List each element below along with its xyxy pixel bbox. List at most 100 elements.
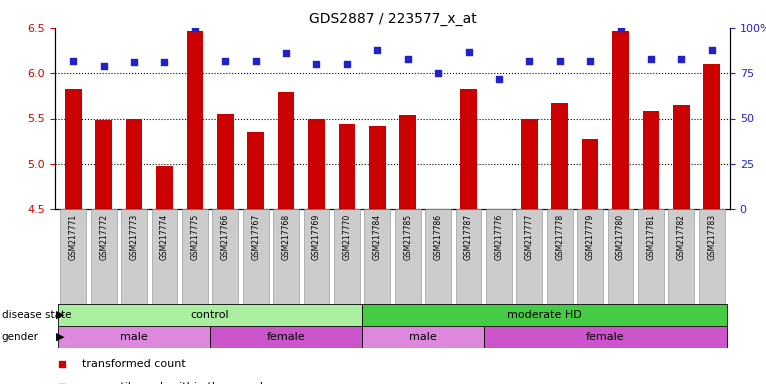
Point bbox=[432, 70, 444, 76]
Point bbox=[554, 58, 566, 64]
Point bbox=[310, 61, 322, 67]
Bar bbox=[339, 124, 355, 209]
Text: GSM217766: GSM217766 bbox=[221, 214, 230, 260]
Text: GSM217782: GSM217782 bbox=[677, 214, 686, 260]
Text: transformed count: transformed count bbox=[82, 359, 185, 369]
Bar bbox=[90, 209, 116, 304]
Bar bbox=[217, 114, 234, 209]
Bar bbox=[182, 209, 208, 304]
Text: female: female bbox=[267, 332, 306, 342]
Bar bbox=[334, 209, 360, 304]
Bar bbox=[247, 132, 264, 209]
Bar bbox=[581, 139, 598, 209]
Text: GSM217767: GSM217767 bbox=[251, 214, 260, 260]
Point bbox=[523, 58, 535, 64]
Bar bbox=[703, 64, 720, 209]
Title: GDS2887 / 223577_x_at: GDS2887 / 223577_x_at bbox=[309, 12, 476, 26]
Text: GSM217769: GSM217769 bbox=[312, 214, 321, 260]
Bar bbox=[243, 209, 269, 304]
Bar bbox=[607, 209, 633, 304]
Text: GSM217776: GSM217776 bbox=[494, 214, 503, 260]
Text: female: female bbox=[586, 332, 624, 342]
Bar bbox=[308, 119, 325, 209]
Bar bbox=[669, 209, 694, 304]
Point bbox=[463, 48, 475, 55]
Text: GSM217775: GSM217775 bbox=[191, 214, 199, 260]
Point bbox=[493, 76, 505, 82]
Bar bbox=[95, 120, 112, 209]
Text: ▶: ▶ bbox=[56, 310, 64, 320]
Point bbox=[372, 46, 384, 53]
Point bbox=[159, 59, 171, 65]
Bar bbox=[612, 31, 629, 209]
Text: GSM217784: GSM217784 bbox=[373, 214, 381, 260]
Bar bbox=[212, 209, 238, 304]
Text: GSM217779: GSM217779 bbox=[586, 214, 594, 260]
Bar bbox=[186, 31, 203, 209]
Point bbox=[97, 63, 110, 69]
Point bbox=[401, 56, 414, 62]
Text: disease state: disease state bbox=[2, 310, 71, 320]
Bar bbox=[394, 209, 421, 304]
Text: GSM217783: GSM217783 bbox=[707, 214, 716, 260]
Text: GSM217770: GSM217770 bbox=[342, 214, 352, 260]
Point bbox=[188, 25, 201, 31]
Bar bbox=[210, 326, 362, 348]
Bar bbox=[369, 126, 385, 209]
Text: GSM217786: GSM217786 bbox=[434, 214, 443, 260]
Bar bbox=[121, 209, 147, 304]
Text: GSM217778: GSM217778 bbox=[555, 214, 565, 260]
Text: male: male bbox=[120, 332, 148, 342]
Bar bbox=[699, 209, 725, 304]
Point bbox=[219, 58, 231, 64]
Bar bbox=[673, 105, 689, 209]
Text: GSM217777: GSM217777 bbox=[525, 214, 534, 260]
Text: percentile rank within the sample: percentile rank within the sample bbox=[82, 382, 270, 384]
Point bbox=[67, 58, 80, 64]
Bar bbox=[460, 89, 477, 209]
Point bbox=[56, 361, 68, 367]
Bar bbox=[643, 111, 660, 209]
Text: male: male bbox=[409, 332, 437, 342]
Point bbox=[614, 25, 627, 31]
Bar bbox=[58, 304, 362, 326]
Text: GSM217780: GSM217780 bbox=[616, 214, 625, 260]
Bar bbox=[547, 209, 573, 304]
Text: GSM217771: GSM217771 bbox=[69, 214, 77, 260]
Bar bbox=[126, 119, 142, 209]
Text: GSM217772: GSM217772 bbox=[99, 214, 108, 260]
Bar bbox=[425, 209, 451, 304]
Bar bbox=[638, 209, 664, 304]
Bar bbox=[365, 209, 390, 304]
Bar bbox=[483, 326, 727, 348]
Bar bbox=[362, 304, 727, 326]
Bar bbox=[152, 209, 178, 304]
Bar bbox=[273, 209, 299, 304]
Text: ▶: ▶ bbox=[56, 332, 64, 342]
Text: GSM217787: GSM217787 bbox=[464, 214, 473, 260]
Bar bbox=[278, 92, 294, 209]
Bar bbox=[552, 103, 568, 209]
Text: GSM217773: GSM217773 bbox=[129, 214, 139, 260]
Text: GSM217768: GSM217768 bbox=[282, 214, 290, 260]
Text: control: control bbox=[191, 310, 229, 320]
Bar bbox=[156, 167, 173, 209]
Bar bbox=[58, 326, 210, 348]
Text: gender: gender bbox=[2, 332, 38, 342]
Point bbox=[705, 46, 718, 53]
Bar bbox=[303, 209, 329, 304]
Text: GSM217785: GSM217785 bbox=[403, 214, 412, 260]
Bar bbox=[65, 89, 82, 209]
Bar bbox=[399, 115, 416, 209]
Bar bbox=[362, 326, 483, 348]
Bar bbox=[456, 209, 482, 304]
Point bbox=[675, 56, 687, 62]
Bar bbox=[61, 209, 86, 304]
Text: GSM217781: GSM217781 bbox=[647, 214, 656, 260]
Text: moderate HD: moderate HD bbox=[507, 310, 582, 320]
Bar bbox=[521, 119, 538, 209]
Bar bbox=[486, 209, 512, 304]
Bar bbox=[578, 209, 603, 304]
Point bbox=[645, 56, 657, 62]
Text: GSM217774: GSM217774 bbox=[160, 214, 169, 260]
